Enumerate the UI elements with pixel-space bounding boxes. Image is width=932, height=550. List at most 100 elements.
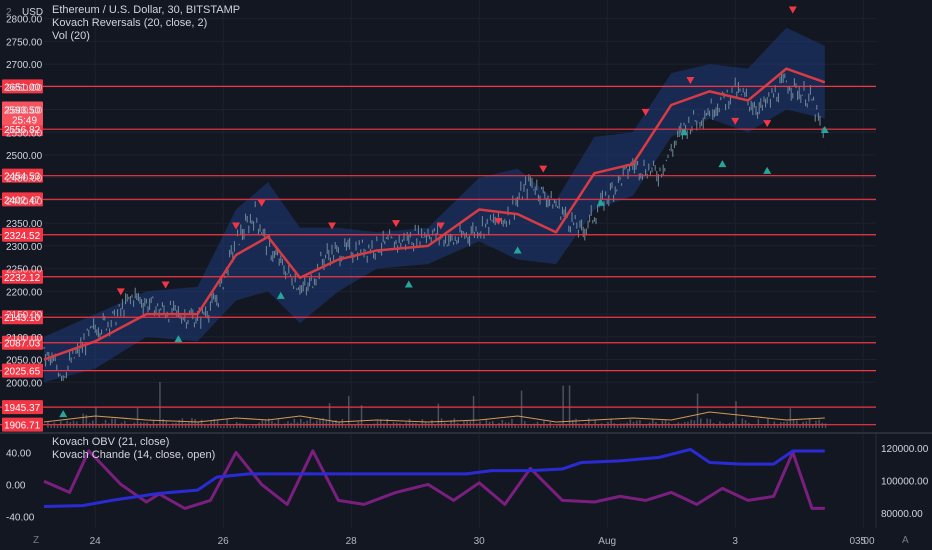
sell-signal	[257, 199, 266, 207]
volume-bar	[117, 424, 120, 428]
level-label-bg	[2, 310, 43, 325]
legend-chande[interactable]: Kovach Chande (14, close, open)	[52, 449, 216, 461]
price-tick: 2450.00	[6, 174, 43, 185]
price-tick: 2500.00	[6, 151, 43, 162]
price-tick: 2300.00	[6, 242, 43, 253]
volume-bar	[364, 425, 366, 428]
volume-bar	[517, 425, 520, 428]
volume-bar	[322, 418, 324, 428]
level-label: 2556.82	[4, 125, 41, 136]
legend-reversals[interactable]: Kovach Reversals (20, close, 2)	[52, 17, 208, 29]
volume-bar	[792, 418, 795, 428]
price-tick: 2700.00	[6, 60, 43, 71]
volume-bar	[546, 425, 548, 428]
volume-bar	[437, 403, 440, 428]
time-tick: 30	[474, 536, 486, 547]
volume-bar	[312, 422, 315, 428]
volume-bar	[79, 424, 81, 428]
volume-bar	[588, 418, 590, 428]
volume-bar	[88, 422, 91, 428]
level-label: 1945.37	[4, 403, 41, 414]
volume-bar	[274, 423, 276, 428]
volume-bar	[776, 425, 779, 428]
sell-signal	[686, 77, 695, 84]
volume-bar	[447, 424, 449, 428]
volume-bar	[764, 424, 766, 428]
price-tick: 2400.00	[6, 196, 43, 207]
sub-pane: -40.00 0.00 40.00 80000.00 100000.00 120000.0…	[6, 444, 929, 524]
price-tick: 2650.00	[6, 83, 43, 94]
sub-right-tick: 120000.00	[881, 444, 929, 455]
volume-bar	[412, 422, 414, 428]
volume-bar	[495, 425, 497, 428]
buy-signal	[404, 280, 413, 288]
time-tick: 28	[346, 536, 358, 547]
buy-signal	[276, 291, 285, 299]
volume-bar	[200, 419, 203, 428]
last-price-bg	[2, 101, 43, 126]
volume-bar	[741, 418, 744, 428]
level-label: 2651.00	[4, 82, 41, 93]
volume-bar	[152, 420, 155, 428]
sub-legend: Kovach OBV (21, close) Kovach Chande (14…	[52, 436, 215, 462]
price-series	[43, 73, 826, 382]
corner-bottom-left[interactable]: Z	[33, 535, 40, 546]
sell-signal	[539, 165, 548, 173]
price-tick: 2200.00	[6, 287, 43, 298]
volume-bar	[204, 423, 206, 428]
volume-bar	[533, 423, 536, 428]
volume-bar	[95, 406, 97, 428]
volume-bar	[501, 419, 504, 428]
sell-signal	[763, 120, 772, 128]
volume-bar	[223, 425, 225, 428]
auto-scale-button[interactable]: A	[902, 535, 909, 546]
price-tick: 2000.00	[6, 378, 43, 389]
volume-bar	[207, 424, 209, 428]
volume-bar	[300, 418, 302, 428]
volume-bar	[63, 423, 65, 428]
level-label: 2143.10	[4, 313, 41, 324]
legend-symbol[interactable]: Ethereum / U.S. Dollar, 30, BITSTAMP	[52, 4, 241, 16]
volume-bar	[748, 422, 750, 428]
volume-bar	[127, 424, 129, 428]
volume-bar	[584, 423, 587, 428]
volume-bar	[812, 424, 814, 428]
buy-signal	[718, 160, 727, 168]
volume-bar	[421, 419, 424, 428]
volume-bar	[700, 418, 702, 428]
volume-bar	[476, 423, 478, 428]
level-label-bg	[2, 400, 43, 415]
volume-bar	[232, 425, 235, 428]
price-axis: 2000.00 2050.00 2100.00 2150.00 2200.00 2250.…	[6, 15, 43, 390]
volume-bar	[50, 425, 52, 428]
volume-bar	[444, 422, 446, 428]
volume-bar	[716, 424, 718, 428]
volume-bar	[111, 418, 113, 428]
volume-bar	[728, 422, 731, 428]
volume-bar	[181, 418, 184, 428]
legend-volume[interactable]: Vol (20)	[52, 30, 90, 42]
volume-bar	[255, 425, 257, 428]
price-tick: 2150.00	[6, 310, 43, 321]
level-label-bg	[2, 417, 43, 432]
volume-bar	[104, 419, 107, 428]
volume-bar	[754, 425, 756, 428]
volume-bar	[351, 424, 353, 428]
buy-signal	[680, 128, 688, 136]
volume-bar	[703, 423, 705, 428]
volume-bar	[556, 425, 558, 428]
time-axis: 24 26 28 30 Aug 3 503:00	[90, 536, 875, 547]
volume-bar	[229, 424, 232, 428]
volume-bar	[482, 425, 484, 428]
volume-bar	[114, 418, 116, 428]
volume-bar	[268, 418, 270, 428]
volume-bar	[623, 423, 625, 428]
price-tick: 2800.00	[6, 15, 43, 26]
volume-bar	[370, 424, 372, 428]
volume-bar	[277, 418, 280, 428]
volume-bar	[652, 419, 654, 428]
legend-obv[interactable]: Kovach OBV (21, close)	[52, 436, 170, 448]
volume-bar	[133, 422, 136, 428]
volume-bar	[658, 424, 660, 428]
